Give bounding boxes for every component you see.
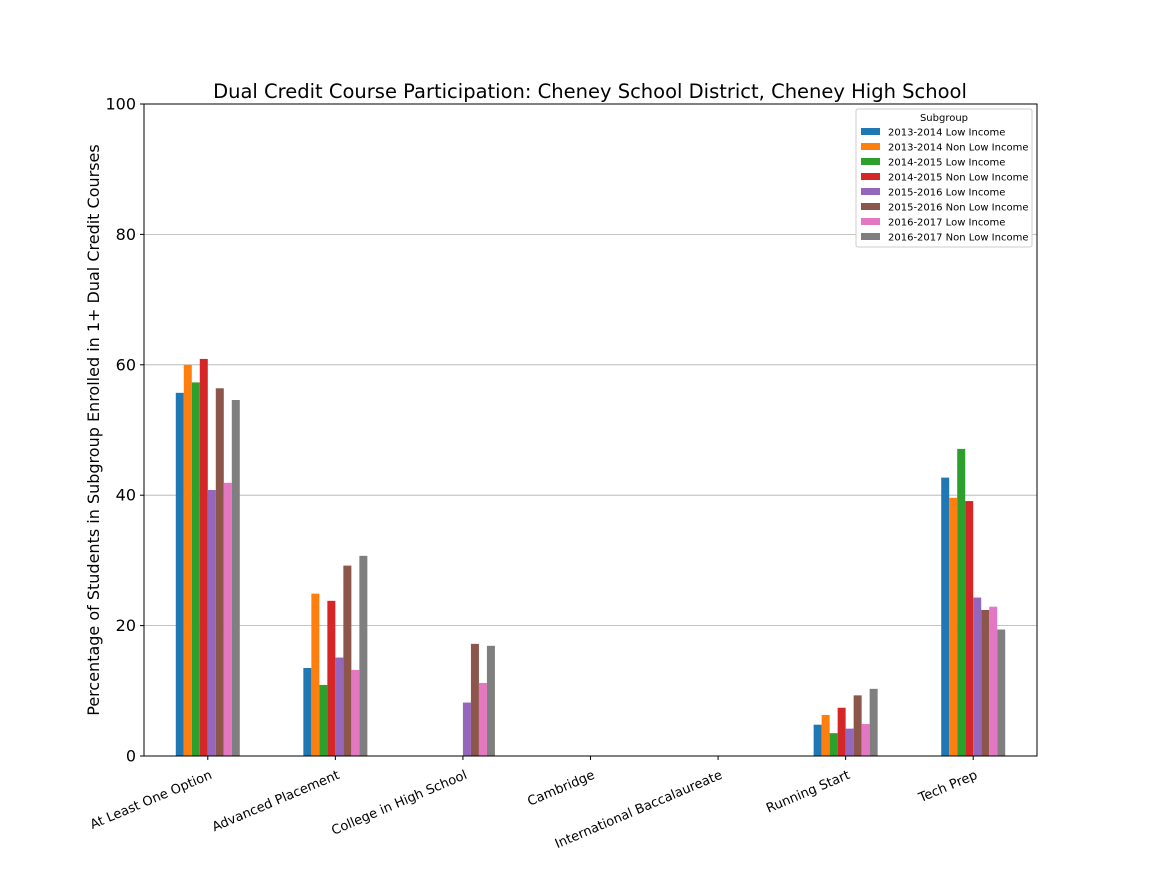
y-tick-label: 40: [116, 486, 136, 505]
bar: [821, 714, 830, 756]
legend-label: 2015-2016 Low Income: [888, 188, 1005, 199]
bar: [199, 358, 208, 756]
legend-label: 2013-2014 Non Low Income: [888, 143, 1028, 154]
bar: [319, 684, 328, 756]
legend-label: 2015-2016 Non Low Income: [888, 203, 1028, 214]
bar: [303, 667, 312, 756]
y-axis-label: Percentage of Students in Subgroup Enrol…: [84, 144, 103, 715]
bar: [191, 382, 200, 756]
bar: [486, 645, 495, 756]
legend-label: 2016-2017 Low Income: [888, 218, 1005, 229]
y-tick-label: 80: [116, 225, 136, 244]
bar: [343, 565, 352, 756]
chart-title: Dual Credit Course Participation: Cheney…: [213, 80, 967, 103]
legend-swatch: [861, 203, 880, 210]
legend-title: Subgroup: [920, 113, 968, 124]
legend-label: 2013-2014 Low Income: [888, 128, 1005, 139]
bar: [813, 724, 822, 756]
bar: [957, 448, 966, 756]
bar: [327, 600, 336, 756]
legend-box: [855, 108, 1033, 248]
bar: [183, 364, 192, 756]
bar: [351, 669, 360, 756]
bar: [462, 702, 471, 756]
legend-label: 2014-2015 Non Low Income: [888, 173, 1028, 184]
bar: [215, 388, 224, 756]
y-axis-ticks: 0 20 40 60 80 100: [105, 95, 144, 766]
y-tick-label: 60: [116, 355, 136, 374]
bar: [861, 724, 870, 756]
bar: [478, 682, 487, 756]
bar: [231, 400, 240, 756]
bar: [223, 482, 232, 756]
y-tick-label: 100: [105, 95, 136, 114]
y-tick-label: 0: [126, 747, 136, 766]
bar: [845, 728, 854, 756]
bars: [175, 358, 1006, 756]
legend-swatch: [861, 143, 880, 150]
bar: [853, 695, 862, 756]
y-tick-label: 20: [116, 616, 136, 635]
bar: [829, 733, 838, 756]
legend-label: 2014-2015 Low Income: [888, 158, 1005, 169]
legend-swatch: [861, 173, 880, 180]
bar: [311, 593, 320, 756]
legend-swatch: [861, 158, 880, 165]
bar: [965, 501, 974, 756]
legend-swatch: [861, 128, 880, 135]
bar: [869, 688, 878, 756]
bar: [997, 629, 1006, 756]
bar: [941, 477, 950, 756]
bar: [470, 643, 479, 756]
bar: [207, 489, 216, 756]
bar: [989, 606, 998, 756]
bar: [335, 657, 344, 756]
legend-swatch: [861, 188, 880, 195]
bar: [837, 707, 846, 756]
legend-swatch: [861, 218, 880, 225]
legend-label: 2016-2017 Non Low Income: [888, 233, 1028, 244]
bar: [359, 555, 368, 756]
bar: [949, 497, 958, 756]
bar: [981, 609, 990, 756]
bar: [175, 392, 184, 756]
legend-swatch: [861, 233, 880, 240]
bar: [973, 597, 982, 756]
legend: Subgroup 2013-2014 Low Income 2013-2014 No…: [855, 108, 1033, 248]
